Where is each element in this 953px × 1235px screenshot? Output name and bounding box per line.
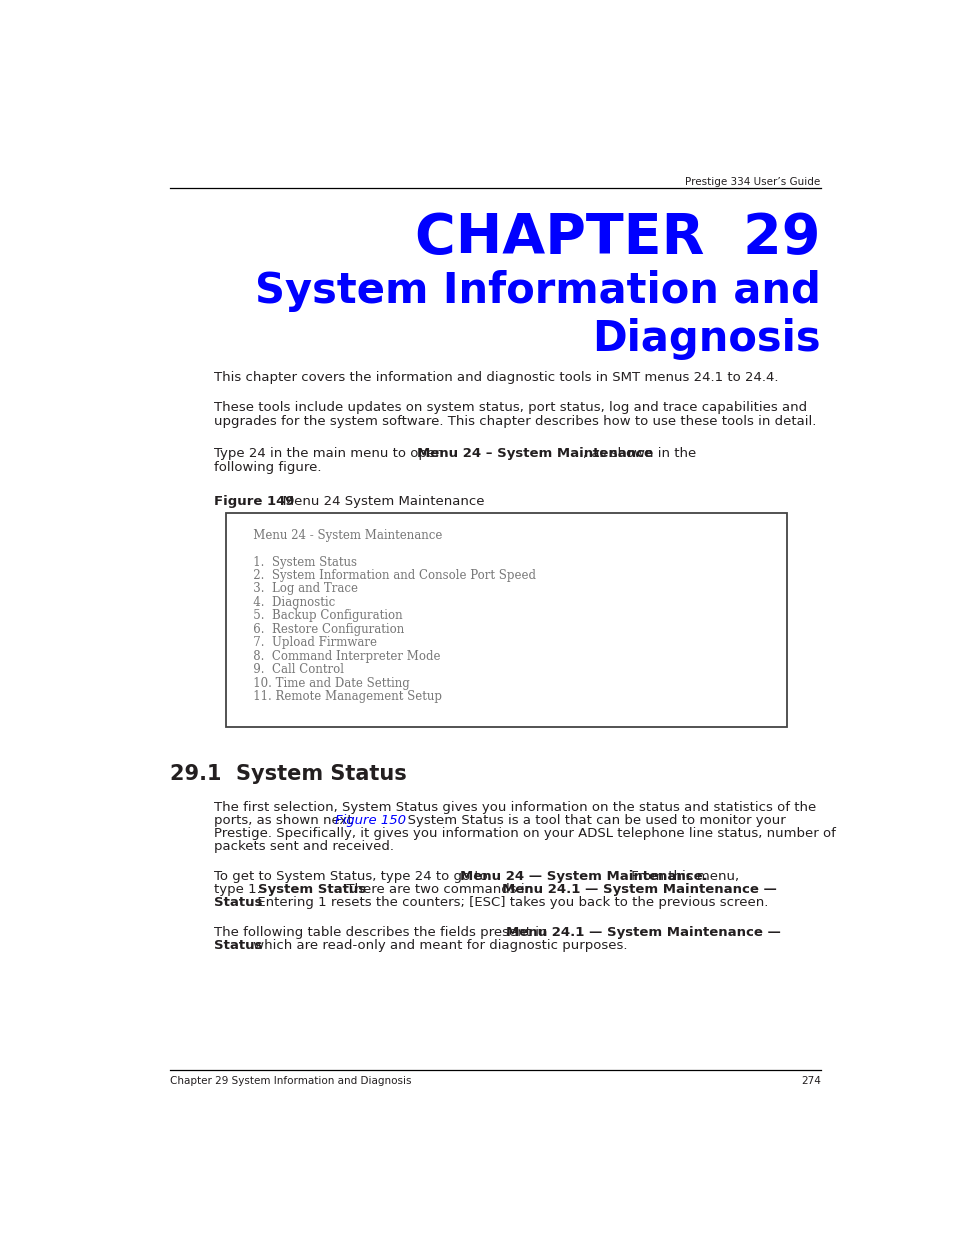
Text: Menu 24 – System Maintenance: Menu 24 – System Maintenance: [416, 447, 652, 459]
Text: Status: Status: [213, 939, 262, 952]
Text: This chapter covers the information and diagnostic tools in SMT menus 24.1 to 24: This chapter covers the information and …: [213, 372, 778, 384]
Text: Prestige. Specifically, it gives you information on your ADSL telephone line sta: Prestige. Specifically, it gives you inf…: [213, 827, 835, 840]
Text: To get to System Status, type 24 to go to: To get to System Status, type 24 to go t…: [213, 869, 492, 883]
Text: 274: 274: [800, 1076, 820, 1086]
Text: Menu 24 — System Maintenance.: Menu 24 — System Maintenance.: [459, 869, 707, 883]
Text: Menu 24.1 — System Maintenance —: Menu 24.1 — System Maintenance —: [505, 926, 781, 939]
Text: System Information and: System Information and: [254, 270, 820, 312]
Text: . Entering 1 resets the counters; [ESC] takes you back to the previous screen.: . Entering 1 resets the counters; [ESC] …: [249, 895, 768, 909]
Text: 6.  Restore Configuration: 6. Restore Configuration: [241, 622, 403, 636]
Text: , as shown in the: , as shown in the: [582, 447, 696, 459]
Text: . System Status is a tool that can be used to monitor your: . System Status is a tool that can be us…: [395, 814, 785, 827]
Text: 9.  Call Control: 9. Call Control: [241, 663, 343, 677]
Text: Diagnosis: Diagnosis: [592, 317, 820, 359]
Text: Type 24 in the main menu to open: Type 24 in the main menu to open: [213, 447, 447, 459]
Text: 11. Remote Management Setup: 11. Remote Management Setup: [241, 690, 441, 703]
Text: 2.  System Information and Console Port Speed: 2. System Information and Console Port S…: [241, 569, 536, 582]
Text: Menu 24 - System Maintenance: Menu 24 - System Maintenance: [241, 529, 441, 542]
Text: type 1.: type 1.: [213, 883, 265, 895]
Text: These tools include updates on system status, port status, log and trace capabil: These tools include updates on system st…: [213, 401, 806, 414]
Text: The following table describes the fields present in: The following table describes the fields…: [213, 926, 551, 939]
Text: packets sent and received.: packets sent and received.: [213, 841, 394, 853]
Text: Prestige 334 User’s Guide: Prestige 334 User’s Guide: [684, 178, 820, 188]
Text: 3.  Log and Trace: 3. Log and Trace: [241, 583, 357, 595]
Text: 29.1  System Status: 29.1 System Status: [170, 764, 406, 784]
Text: Figure 150: Figure 150: [335, 814, 405, 827]
Text: From this menu,: From this menu,: [626, 869, 739, 883]
Text: 1.  System Status: 1. System Status: [241, 556, 356, 568]
Bar: [226, 514, 786, 727]
Text: ports, as shown next: ports, as shown next: [213, 814, 356, 827]
Text: CHAPTER  29: CHAPTER 29: [415, 211, 820, 266]
Text: Figure 149: Figure 149: [213, 495, 294, 508]
Text: 10. Time and Date Setting: 10. Time and Date Setting: [241, 677, 409, 690]
Text: System Status: System Status: [257, 883, 365, 895]
Text: which are read-only and meant for diagnostic purposes.: which are read-only and meant for diagno…: [249, 939, 627, 952]
Text: Chapter 29 System Information and Diagnosis: Chapter 29 System Information and Diagno…: [170, 1076, 411, 1086]
Text: The first selection, System Status gives you information on the status and stati: The first selection, System Status gives…: [213, 802, 815, 814]
Text: 7.  Upload Firmware: 7. Upload Firmware: [241, 636, 376, 650]
Text: Menu 24.1 — System Maintenance —: Menu 24.1 — System Maintenance —: [502, 883, 777, 895]
Text: following figure.: following figure.: [213, 461, 321, 474]
Text: 5.  Backup Configuration: 5. Backup Configuration: [241, 609, 402, 622]
Text: Menu 24 System Maintenance: Menu 24 System Maintenance: [270, 495, 484, 508]
Text: . There are two commands in: . There are two commands in: [337, 883, 537, 895]
Text: 4.  Diagnostic: 4. Diagnostic: [241, 597, 335, 609]
Text: Status: Status: [213, 895, 262, 909]
Text: 8.  Command Interpreter Mode: 8. Command Interpreter Mode: [241, 650, 439, 663]
Text: upgrades for the system software. This chapter describes how to use these tools : upgrades for the system software. This c…: [213, 415, 816, 427]
